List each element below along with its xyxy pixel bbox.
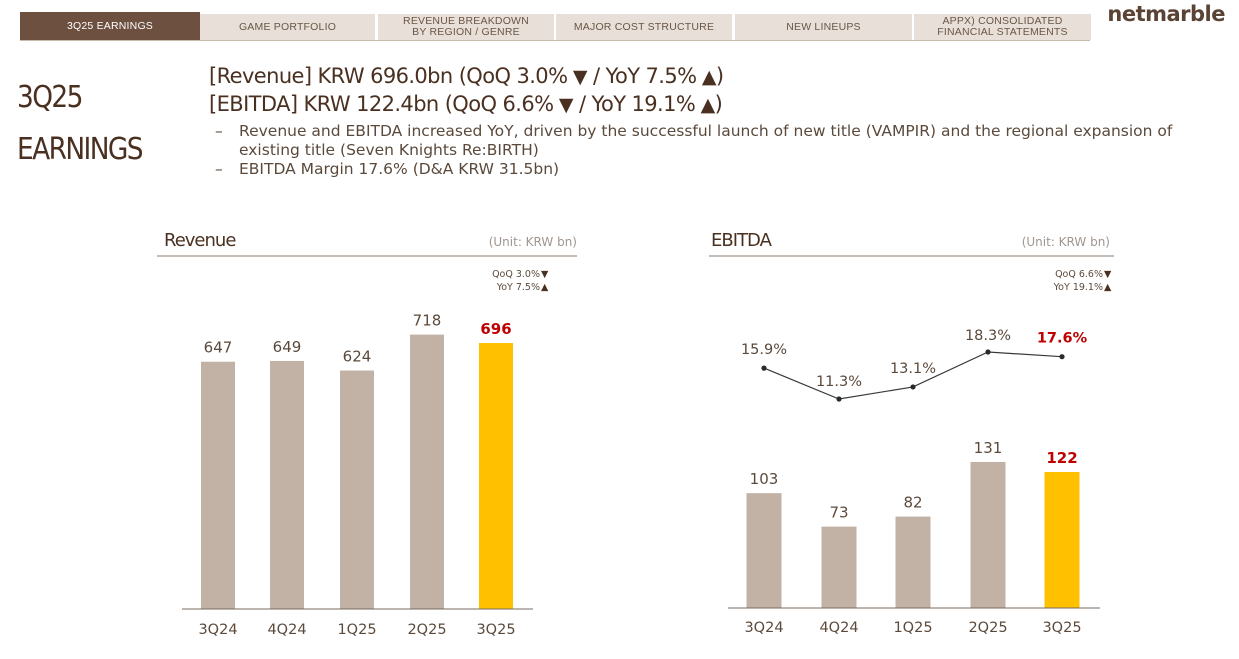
bar-4q24 <box>821 526 857 608</box>
bar-value-label: 696 <box>480 320 511 338</box>
ebitda-qoq-down-icon: ▼ <box>1104 269 1112 280</box>
category-label: 2Q25 <box>407 622 446 638</box>
tab-revenue-breakdown[interactable]: REVENUE BREAKDOWN BY REGION / GENRE <box>378 14 554 40</box>
down-triangle-icon: ▼ <box>567 66 588 88</box>
margin-point <box>985 349 991 355</box>
revenue-qoq-label: QoQ 3.0% <box>492 269 540 280</box>
margin-point <box>836 396 842 402</box>
ebitda-yoy-label: YoY 19.1% <box>1053 282 1103 293</box>
tab-game-portfolio[interactable]: GAME PORTFOLIO <box>200 14 375 40</box>
category-label: 3Q25 <box>476 622 515 638</box>
bar-3q24 <box>746 493 782 608</box>
ebitda-headline: [EBITDA] KRW 122.4bn (QoQ 6.6% ▼ / YoY 1… <box>209 92 723 116</box>
bar-2q25 <box>970 461 1006 608</box>
page-title-line1: 3Q25 <box>17 80 83 115</box>
revenue-unit-label: (Unit: KRW bn) <box>489 235 577 249</box>
bar-value-label: 122 <box>1046 449 1077 467</box>
bar-3q24 <box>201 361 235 609</box>
margin-label: 11.3% <box>816 374 862 390</box>
margin-polyline <box>763 351 1063 400</box>
bar-value-label: 82 <box>903 494 922 512</box>
bar-value-label: 649 <box>273 338 302 356</box>
page-title-line2: EARNINGS <box>17 132 144 167</box>
summary-bullets: – Revenue and EBITDA increased YoY, drive… <box>209 122 1199 179</box>
netmarble-logo: netmarble <box>1107 2 1225 26</box>
page-title: 3Q25 EARNINGS <box>17 72 144 176</box>
revenue-yoy-label: YoY 7.5% <box>496 282 540 293</box>
category-label: 4Q24 <box>819 620 858 636</box>
bar-1q25 <box>895 516 931 608</box>
bar-value-label: 73 <box>829 504 848 522</box>
bar-value-label: 103 <box>750 470 779 488</box>
category-label: 1Q25 <box>893 620 932 636</box>
bar-3q25 <box>1044 472 1080 608</box>
down-triangle-icon: ▼ <box>553 94 574 116</box>
tab-appx-consolidated[interactable]: APPX) CONSOLIDATED FINANCIAL STATEMENTS <box>914 14 1091 40</box>
category-label: 3Q24 <box>198 622 237 638</box>
revenue-bars: 647 3Q24 649 4Q24 624 1Q25 718 2Q25 696 3Q25 <box>198 312 515 638</box>
revenue-yoy-up-icon: ▲ <box>541 282 549 293</box>
margin-label: 17.6% <box>1037 331 1088 347</box>
bullet-item: – Revenue and EBITDA increased YoY, drive… <box>215 122 1173 159</box>
category-label: 3Q25 <box>1042 620 1081 636</box>
category-label: 4Q24 <box>267 622 306 638</box>
ebitda-bars: 103 3Q24 73 4Q24 82 1Q25 131 2Q25 122 3Q25 <box>744 439 1081 636</box>
revenue-headline: [Revenue] KRW 696.0bn (QoQ 3.0% ▼ / YoY … <box>209 64 724 88</box>
revenue-qoq-down-icon: ▼ <box>541 269 549 280</box>
bar-value-label: 624 <box>343 348 372 366</box>
bar-value-label: 131 <box>974 439 1003 457</box>
nav-underline <box>20 40 1090 41</box>
bar-4q24 <box>270 360 304 609</box>
bar-value-label: 647 <box>204 339 233 357</box>
ebitda-chart-title: EBITDA <box>711 230 773 251</box>
category-label: 2Q25 <box>968 620 1007 636</box>
ebitda-yoy-up-icon: ▲ <box>1104 282 1112 293</box>
ebitda-margin-line: 15.9% 11.3% 13.1% 18.3% 17.6% <box>741 328 1088 402</box>
tab-3q25-earnings[interactable]: 3Q25 EARNINGS <box>20 12 200 40</box>
bar-value-label: 718 <box>413 312 442 330</box>
margin-label: 15.9% <box>741 342 787 358</box>
category-label: 1Q25 <box>337 622 376 638</box>
margin-label: 18.3% <box>965 328 1011 344</box>
margin-point <box>1059 354 1065 360</box>
margin-point <box>910 384 916 390</box>
revenue-chart-title: Revenue <box>164 230 236 251</box>
tab-major-cost-structure[interactable]: MAJOR COST STRUCTURE <box>556 14 732 40</box>
tab-new-lineups[interactable]: NEW LINEUPS <box>735 14 912 40</box>
bullet-item: – EBITDA Margin 17.6% (D&A KRW 31.5bn) <box>215 160 560 178</box>
up-triangle-icon: ▲ <box>696 66 717 88</box>
category-label: 3Q24 <box>744 620 783 636</box>
up-triangle-icon: ▲ <box>695 94 716 116</box>
margin-label: 13.1% <box>890 361 936 377</box>
bar-3q25 <box>479 343 513 609</box>
bar-2q25 <box>410 334 444 609</box>
margin-point <box>761 365 767 371</box>
ebitda-qoq-label: QoQ 6.6% <box>1055 269 1103 280</box>
ebitda-unit-label: (Unit: KRW bn) <box>1022 235 1110 249</box>
bar-1q25 <box>340 370 374 609</box>
